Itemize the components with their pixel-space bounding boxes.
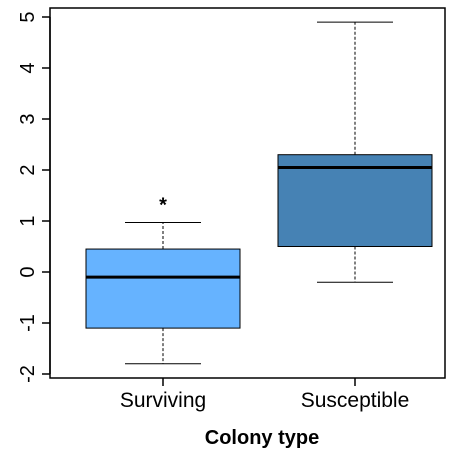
box-iqr — [277, 154, 433, 247]
y-axis-ticks: -2 -1 0 1 2 3 4 5 — [17, 11, 50, 383]
y-tick-label: -2 — [17, 365, 39, 383]
y-tick-label: 0 — [17, 266, 39, 277]
x-axis-title: Colony type — [205, 427, 319, 449]
significance-marker: * — [159, 195, 167, 217]
box-susceptible — [277, 21, 433, 283]
x-tick-label: Surviving — [120, 389, 206, 412]
x-axis-category-labels: Surviving Susceptible — [120, 378, 409, 412]
y-tick-label: 3 — [17, 113, 39, 124]
y-tick-label: -1 — [17, 314, 39, 332]
y-tick-label: 2 — [17, 164, 39, 175]
x-tick-label: Susceptible — [301, 389, 410, 412]
y-tick-label: 5 — [17, 11, 39, 22]
box-surviving: * — [85, 195, 241, 365]
box-iqr — [85, 248, 241, 329]
y-tick-label: 1 — [17, 215, 39, 226]
y-tick-label: 4 — [17, 62, 39, 73]
box-series: * — [85, 21, 433, 365]
